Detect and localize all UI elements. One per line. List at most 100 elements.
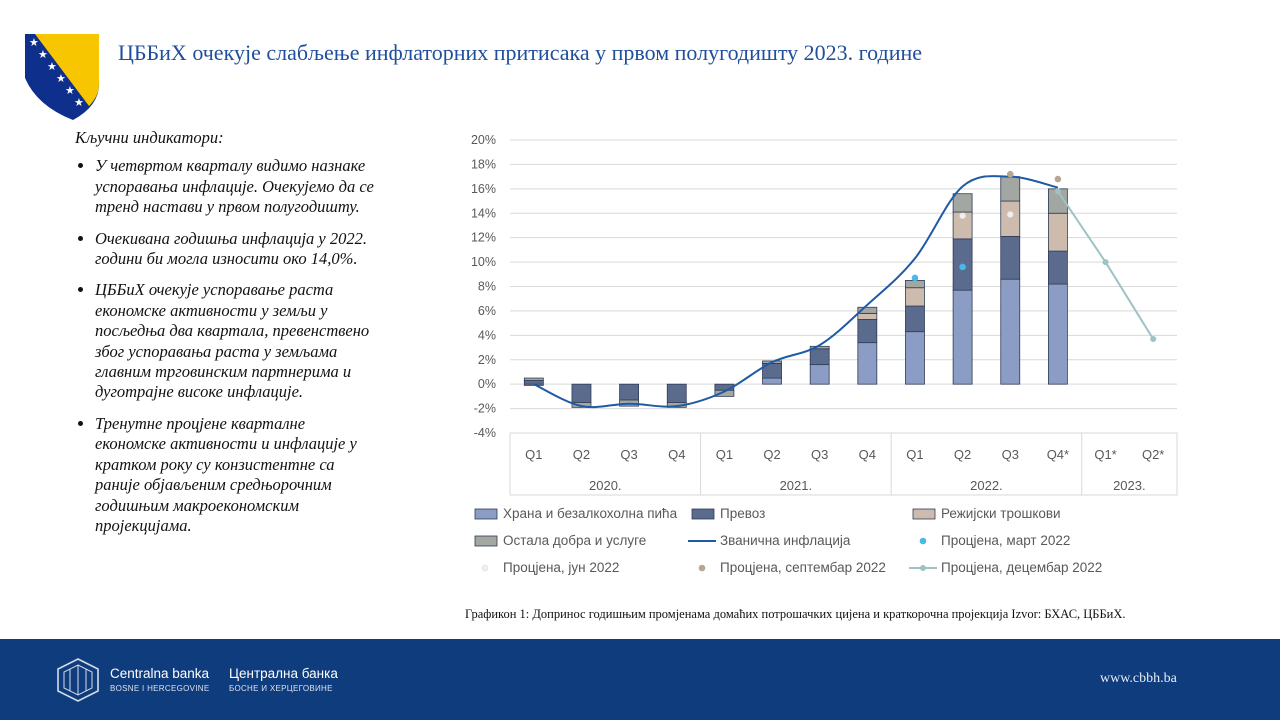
- y-tick-label: 4%: [478, 328, 496, 342]
- bar-segment: [905, 287, 925, 307]
- bar-segment: [1000, 236, 1021, 280]
- year-group-label: 2023.: [1113, 478, 1146, 493]
- bank-name-latin: Centralna banka: [110, 666, 210, 681]
- y-tick-label: 10%: [471, 255, 496, 269]
- x-tick-label: Q4*: [1047, 447, 1069, 462]
- key-indicators-panel: Кључни индикатори: У четвртом кварталу в…: [75, 128, 375, 547]
- bar-segment: [571, 383, 592, 403]
- forecast-point: [1054, 175, 1062, 183]
- december-forecast-point: [1102, 259, 1109, 266]
- year-group-label: 2020.: [589, 478, 622, 493]
- december-forecast-point: [1150, 335, 1157, 342]
- official-inflation-line: [533, 175, 1059, 409]
- legend-swatch-marker: [920, 565, 926, 571]
- year-group-label: 2021.: [780, 478, 813, 493]
- legend-label: Званична инфлација: [720, 533, 851, 548]
- bar-segment: [1047, 212, 1068, 252]
- bank-subname-latin: BOSNE I HERCEGOVINE: [110, 684, 210, 693]
- forecast-point: [1006, 211, 1014, 218]
- x-tick-label: Q2: [763, 447, 780, 462]
- december-forecast-point: [1054, 188, 1061, 195]
- legend-swatch: [698, 564, 706, 572]
- y-tick-label: 6%: [478, 304, 496, 318]
- legend-swatch: [912, 508, 936, 520]
- forecast-point: [959, 263, 966, 271]
- y-tick-label: 18%: [471, 157, 496, 171]
- bar-segment: [762, 377, 782, 385]
- legend-label: Превоз: [720, 506, 765, 521]
- svg-text:★: ★: [56, 72, 66, 85]
- legend-label: Режијски трошкови: [941, 506, 1061, 521]
- svg-text:★: ★: [29, 36, 39, 49]
- y-tick-label: 12%: [471, 231, 496, 245]
- bar-segment: [571, 402, 592, 408]
- page-title: ЦББиХ очекује слабљење инфлаторних прити…: [118, 40, 923, 65]
- bar-segment: [809, 345, 830, 350]
- forecast-point: [911, 274, 919, 282]
- bank-name-cyrillic: Централна банка: [229, 666, 338, 681]
- bar-segment: [857, 312, 878, 320]
- x-tick-label: Q4: [859, 447, 876, 462]
- legend-label: Процјена, јун 2022: [503, 560, 619, 575]
- bar-segment: [809, 364, 830, 385]
- key-indicators-heading: Кључни индикатори:: [75, 128, 224, 147]
- website-link[interactable]: www.cbbh.ba: [1100, 671, 1177, 686]
- bar-segment: [1047, 250, 1068, 285]
- x-tick-label: Q2*: [1142, 447, 1164, 462]
- bar-segment: [857, 319, 878, 344]
- legend-label: Процјена, децембар 2022: [941, 560, 1102, 575]
- chart-caption: Графикон 1: Допринос годишњим промјенама…: [465, 607, 1126, 621]
- legend-label: Храна и безалкохолна пића: [503, 506, 678, 521]
- bar-segment: [619, 383, 640, 401]
- y-tick-label: 14%: [471, 206, 496, 220]
- svg-text:★: ★: [74, 96, 84, 109]
- y-tick-label: -2%: [474, 402, 496, 416]
- legend-swatch: [474, 508, 498, 520]
- x-tick-label: Q3: [620, 447, 637, 462]
- bar-segment: [809, 348, 830, 366]
- y-tick-label: -4%: [474, 426, 496, 440]
- svg-text:★: ★: [38, 48, 48, 61]
- y-tick-label: 2%: [478, 353, 496, 367]
- x-tick-label: Q1: [716, 447, 733, 462]
- y-tick-label: 0%: [478, 377, 496, 391]
- bar-segment: [905, 331, 925, 385]
- svg-text:★: ★: [47, 60, 57, 73]
- key-indicators-list: У четвртом кварталу видимо назнаке успор…: [75, 156, 375, 536]
- x-tick-label: Q1: [525, 447, 542, 462]
- bar-segment: [1047, 283, 1068, 385]
- year-group-label: 2022.: [970, 478, 1003, 493]
- y-tick-label: 16%: [471, 182, 496, 196]
- legend-label: Процјена, септембар 2022: [720, 560, 886, 575]
- x-tick-label: Q1: [906, 447, 923, 462]
- bar-segment: [1000, 176, 1021, 202]
- bar-segment: [523, 377, 544, 381]
- legend-swatch: [919, 537, 927, 545]
- forecast-point: [1006, 170, 1014, 178]
- legend-swatch: [481, 564, 489, 572]
- x-tick-label: Q3: [1002, 447, 1019, 462]
- bar-segment: [905, 279, 925, 289]
- bar-segment: [523, 380, 544, 385]
- forecast-point: [959, 212, 966, 219]
- coat-of-arms-logo: ★ ★ ★ ★ ★ ★: [25, 34, 99, 120]
- legend-label: Остала добра и услуге: [503, 533, 646, 548]
- x-tick-label: Q1*: [1094, 447, 1116, 462]
- bar-segment: [857, 342, 878, 385]
- list-item: У четвртом кварталу видимо назнаке успор…: [95, 156, 375, 217]
- bar-segment: [952, 289, 973, 385]
- x-tick-label: Q4: [668, 447, 685, 462]
- footer-bar: Centralna banka BOSNE I HERCEGOVINE Цент…: [0, 639, 1280, 720]
- inflation-chart: -4% -2% 0% 2% 4% 6% 8% 10% 12% 14% 16% 18% 20% Q1 Q2 Q3…: [471, 133, 1178, 575]
- svg-text:★: ★: [65, 84, 75, 97]
- x-tick-label: Q2: [573, 447, 590, 462]
- bank-logo-icon: [57, 658, 99, 702]
- bar-segment: [714, 389, 735, 397]
- bar-segment: [666, 383, 687, 403]
- bar-segment: [952, 193, 973, 213]
- bar-segment: [1000, 278, 1021, 385]
- bar-segment: [1000, 200, 1021, 237]
- list-item: Тренутне процјене кварталне економске ак…: [95, 414, 375, 536]
- y-tick-label: 8%: [478, 280, 496, 294]
- legend-label: Процјена, март 2022: [941, 533, 1070, 548]
